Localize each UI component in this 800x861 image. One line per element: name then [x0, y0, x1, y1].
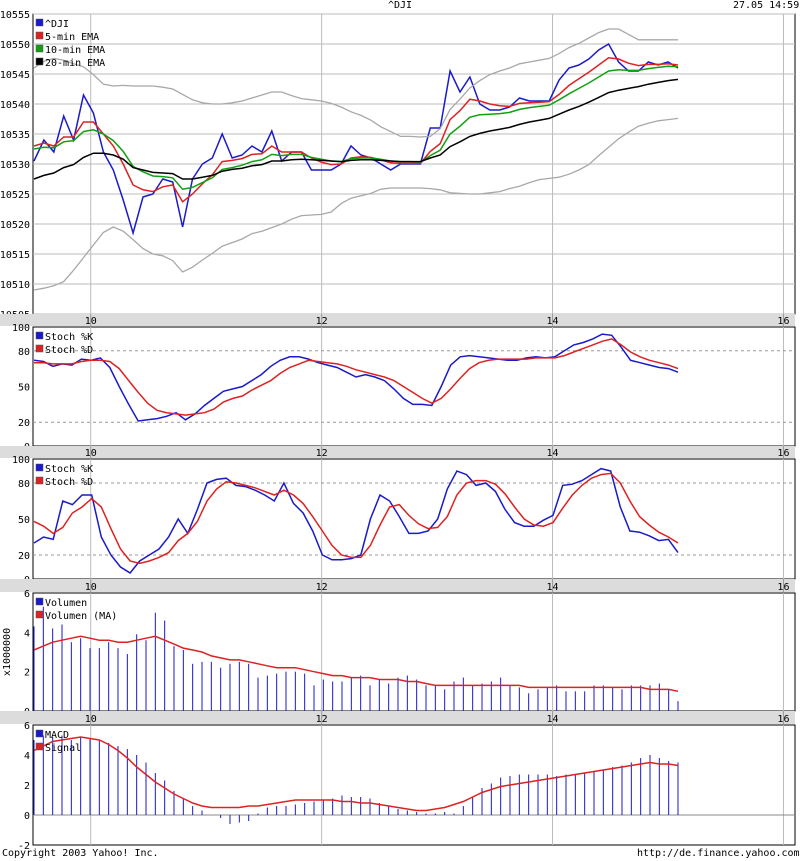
x-tick-label: 12 — [316, 316, 328, 327]
y-tick-label: 2 — [24, 781, 30, 792]
y-tick-label: 6 — [24, 721, 30, 732]
legend-label: Stoch %K — [45, 464, 93, 475]
y-tick-label: 50 — [18, 515, 30, 526]
series-line — [34, 338, 679, 416]
y-tick-label: 2 — [24, 668, 30, 679]
panel-macd: -2 0 2 4 6 MACD Signal — [18, 721, 796, 852]
y-tick-label: 10510 — [0, 280, 30, 291]
series-line — [33, 117, 679, 291]
y-tick-label: 4 — [24, 751, 30, 762]
series-line — [33, 57, 679, 203]
x-tick-label: 10 — [85, 448, 97, 459]
panel-frame — [32, 326, 796, 447]
y-tick-label: 10555 — [0, 10, 30, 21]
x-tick-label: 12 — [316, 714, 328, 725]
legend-label: Signal — [45, 743, 81, 754]
legend-label: Stoch %K — [45, 332, 93, 343]
y-tick-label: 80 — [18, 347, 30, 358]
legend-swatch — [35, 31, 44, 40]
y-tick-label: 100 — [12, 455, 30, 466]
x-tick-label: 14 — [547, 714, 559, 725]
panel-price: 1050510510105151052010525105301053510540… — [0, 10, 796, 327]
x-tick-label: 12 — [316, 582, 328, 593]
series-line — [33, 78, 679, 180]
chart-timestamp: 27.05 14:59 — [733, 0, 800, 11]
y-tick-label: 10530 — [0, 160, 30, 171]
x-axis-band — [0, 446, 795, 458]
legend-swatch — [35, 44, 44, 53]
chart-title: ^DJI — [388, 0, 413, 11]
legend-label: Stoch %D — [45, 345, 93, 356]
source-url[interactable]: http://de.finance.yahoo.com — [637, 848, 800, 859]
x-tick-label: 12 — [316, 448, 328, 459]
x-tick-label: 16 — [777, 316, 789, 327]
y-tick-label: 10545 — [0, 70, 30, 81]
legend-swatch — [35, 463, 44, 472]
y-tick-label: -2 — [18, 841, 30, 852]
x-tick-label: 10 — [85, 316, 97, 327]
y-tick-label: 50 — [18, 383, 30, 394]
legend-label: MACD — [45, 730, 69, 741]
panel-frame — [32, 724, 796, 846]
y-tick-label: 6 — [24, 589, 30, 600]
legend-swatch — [35, 597, 44, 606]
legend-swatch — [35, 476, 44, 485]
x-tick-label: 16 — [777, 448, 789, 459]
y-tick-label: 10520 — [0, 220, 30, 231]
legend-label: 20-min EMA — [45, 58, 105, 69]
legend-swatch — [35, 344, 44, 353]
y-tick-label: 100 — [12, 323, 30, 334]
y-tick-label: 20 — [18, 551, 30, 562]
y-tick-label: 0 — [24, 811, 30, 822]
legend-label: 5-min EMA — [45, 32, 99, 43]
legend-label: Volumen (MA) — [45, 611, 117, 622]
copyright-text: Copyright 2003 Yahoo! Inc. — [2, 848, 159, 859]
series-line — [33, 42, 679, 236]
legend-swatch — [35, 331, 44, 340]
series-line — [33, 65, 679, 191]
y-tick-label: 10515 — [0, 250, 30, 261]
x-tick-label: 10 — [85, 714, 97, 725]
y-tick-label: 4 — [24, 628, 30, 639]
series-line — [33, 635, 679, 693]
y-tick-label: 10540 — [0, 100, 30, 111]
series-line — [33, 28, 678, 138]
legend-swatch — [35, 729, 44, 738]
x-tick-label: 16 — [777, 582, 789, 593]
x-tick-label: 14 — [547, 582, 559, 593]
y-tick-label: 20 — [18, 418, 30, 429]
y-tick-label: 10535 — [0, 130, 30, 141]
legend-swatch — [35, 18, 44, 27]
series-line — [33, 333, 679, 422]
x-tick-label: 16 — [777, 714, 789, 725]
panel-frame — [32, 592, 796, 712]
x-axis-band — [0, 579, 795, 592]
y-tick-label: 80 — [18, 479, 30, 490]
y-tick-label: 10525 — [0, 190, 30, 201]
legend-label: 10-min EMA — [45, 45, 105, 56]
x-axis-band — [0, 314, 795, 326]
y-axis-label: x1000000 — [2, 628, 13, 676]
series-line — [33, 736, 679, 812]
x-tick-label: 14 — [547, 448, 559, 459]
series-line — [33, 472, 679, 565]
x-axis-band — [0, 711, 795, 724]
legend-label: Stoch %D — [45, 477, 93, 488]
legend-swatch — [35, 610, 44, 619]
legend-swatch — [35, 57, 44, 66]
y-tick-label: 10550 — [0, 40, 30, 51]
legend-label: ^DJI — [45, 19, 69, 30]
legend-swatch — [35, 742, 44, 751]
legend-label: Volumen — [45, 598, 87, 609]
x-tick-label: 10 — [85, 582, 97, 593]
x-tick-label: 14 — [547, 316, 559, 327]
